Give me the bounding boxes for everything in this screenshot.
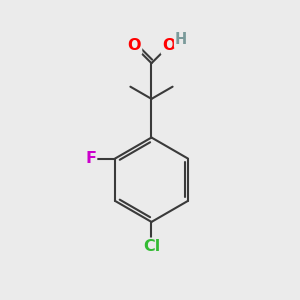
Text: O: O <box>162 38 175 53</box>
Text: H: H <box>175 32 187 47</box>
Text: F: F <box>85 151 96 166</box>
Text: Cl: Cl <box>143 239 160 254</box>
Text: O: O <box>128 38 141 53</box>
